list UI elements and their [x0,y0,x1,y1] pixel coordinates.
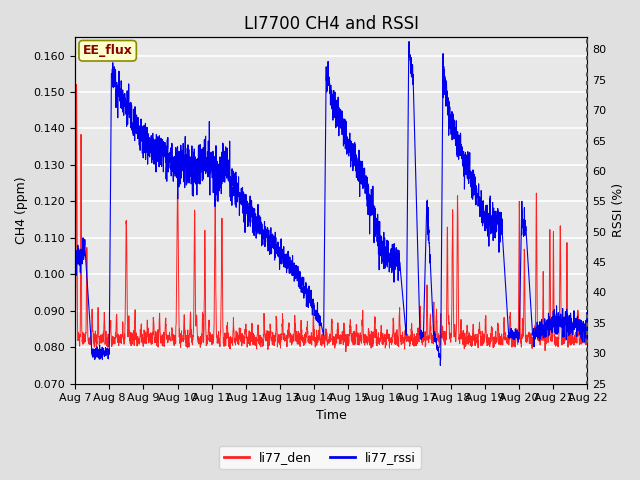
li77_den [290,338,298,344]
li77_den [73,82,81,87]
li77_den [574,313,582,319]
li77_den [71,342,79,348]
X-axis label: Time: Time [316,409,347,422]
Legend: li77_den, li77_rssi: li77_den, li77_rssi [219,446,421,469]
li77_den [160,344,168,349]
li77_rssi [268,250,275,256]
li77_rssi [436,362,444,368]
li77_rssi [405,38,413,44]
li77_rssi [130,107,138,112]
li77_rssi [160,154,168,160]
Text: EE_flux: EE_flux [83,44,132,57]
Y-axis label: CH4 (ppm): CH4 (ppm) [15,177,28,244]
li77_den [342,349,349,355]
Title: LI7700 CH4 and RSSI: LI7700 CH4 and RSSI [244,15,419,33]
Line: li77_rssi: li77_rssi [75,41,588,365]
li77_den [268,337,276,343]
li77_den [130,327,138,333]
li77_rssi [71,266,79,272]
li77_rssi [290,268,298,274]
li77_den [518,319,526,324]
Line: li77_den: li77_den [75,84,588,352]
li77_rssi [518,220,526,226]
li77_rssi [584,332,591,337]
Y-axis label: RSSI (%): RSSI (%) [612,183,625,238]
li77_rssi [574,323,582,329]
li77_den [584,335,591,340]
